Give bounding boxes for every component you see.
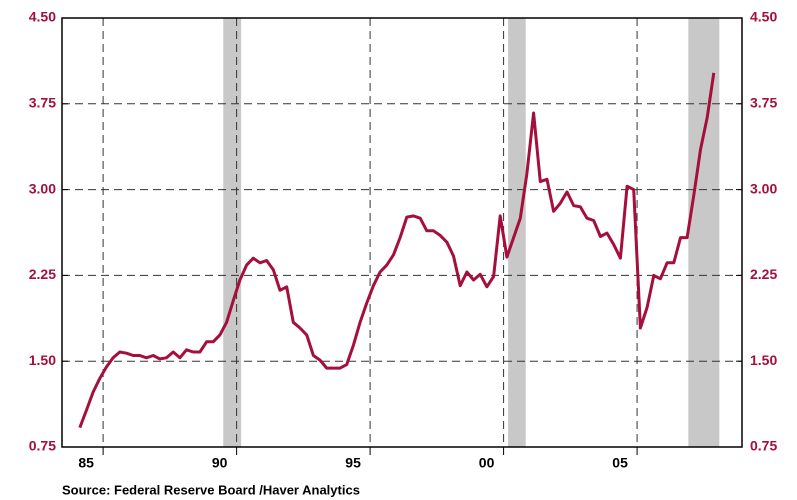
y2-tick-label: 4.50 bbox=[750, 9, 777, 25]
y2-tick-label: 3.75 bbox=[750, 95, 777, 111]
y2-tick-label: 3.00 bbox=[750, 180, 777, 196]
y2-tick-label: 1.50 bbox=[750, 352, 777, 368]
x-tick-label: 85 bbox=[78, 455, 94, 471]
plot-frame bbox=[61, 17, 743, 448]
data-line bbox=[78, 72, 716, 429]
y-tick-label: 4.50 bbox=[29, 9, 56, 25]
x-tick-label: 90 bbox=[212, 455, 228, 471]
recession-shade bbox=[223, 18, 242, 447]
x-tick-label: 00 bbox=[479, 455, 495, 471]
y-tick-label: 1.50 bbox=[29, 352, 56, 368]
y-tick-label: 0.75 bbox=[29, 438, 56, 454]
recession-shade bbox=[688, 18, 720, 447]
y2-tick-label: 0.75 bbox=[750, 438, 777, 454]
x-tick-label: 05 bbox=[612, 455, 628, 471]
source-note: Source: Federal Reserve Board /Haver Ana… bbox=[62, 482, 360, 497]
x-tick-label: 95 bbox=[345, 455, 361, 471]
y-tick-label: 2.25 bbox=[29, 266, 56, 282]
y-tick-label: 3.00 bbox=[29, 180, 56, 196]
y-tick-label: 3.75 bbox=[29, 95, 56, 111]
y2-tick-label: 2.25 bbox=[750, 266, 777, 282]
